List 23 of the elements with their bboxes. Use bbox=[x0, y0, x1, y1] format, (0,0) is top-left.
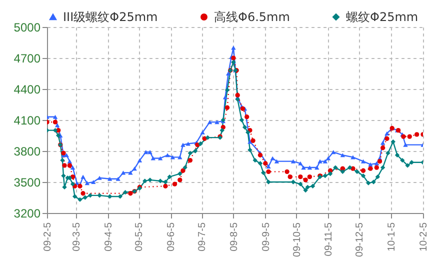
x-tick-label: 09-11-5 bbox=[324, 222, 335, 256]
y-tick-label: 5000 bbox=[14, 20, 41, 34]
y-tick-label: 4400 bbox=[14, 82, 41, 96]
y-tick-label: 4100 bbox=[14, 114, 41, 128]
legend-label: 高线Φ6.5mm bbox=[214, 10, 290, 24]
x-tick-label: 09-12-5 bbox=[354, 222, 366, 257]
y-tick-label: 3500 bbox=[14, 176, 41, 190]
x-tick-label: 09-3-5 bbox=[71, 222, 82, 252]
legend-label: III级螺纹Φ25mm bbox=[63, 10, 158, 24]
y-tick-label: 3200 bbox=[14, 206, 41, 220]
x-tick-label: 09-6-5 bbox=[166, 222, 178, 252]
x-tick-label: 09-10-5 bbox=[292, 222, 303, 257]
x-tick-label: 09-5-5 bbox=[134, 222, 146, 252]
x-tick-label: 09-8-5 bbox=[228, 222, 240, 252]
y-tick-label: 3800 bbox=[14, 144, 41, 158]
x-tick-label: 09-9-5 bbox=[260, 222, 272, 252]
x-tick-label: 09-2-5 bbox=[42, 222, 54, 252]
x-tick-label: 09-4-5 bbox=[103, 222, 114, 252]
x-tick-label: 10-1-5 bbox=[386, 222, 398, 252]
x-tick-label: 10-2-5 bbox=[418, 222, 430, 252]
x-tick-label: 09-7-5 bbox=[197, 222, 208, 252]
legend-label: 螺纹Φ25mm bbox=[346, 10, 418, 24]
y-tick-label: 4700 bbox=[14, 52, 41, 66]
